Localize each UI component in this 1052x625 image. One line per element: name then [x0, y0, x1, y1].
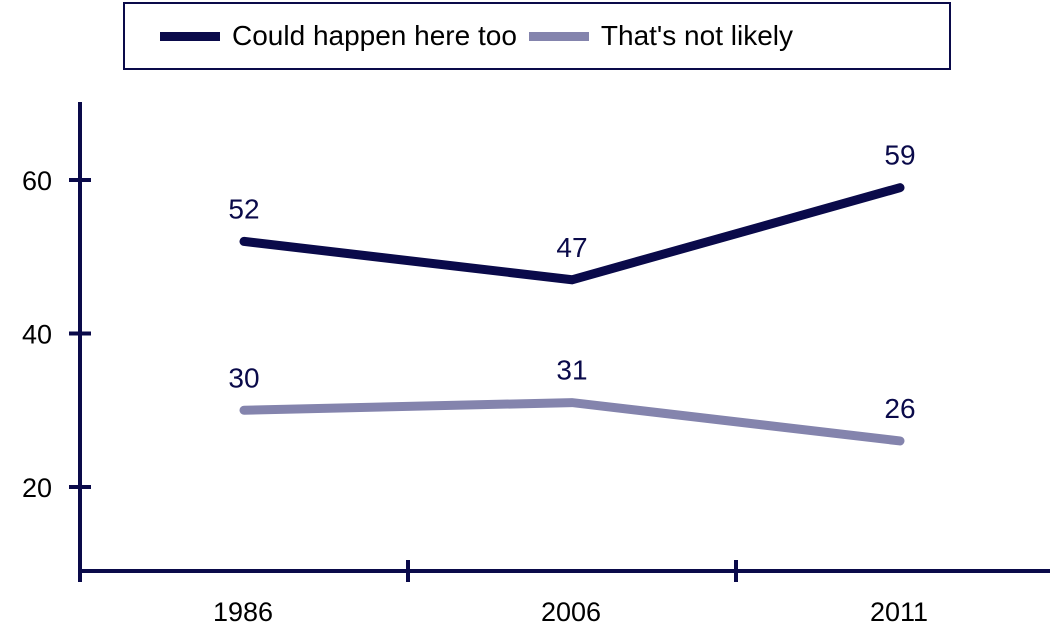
data-label-series-2-1986: 30	[228, 362, 259, 393]
legend-label-series-1: Could happen here too	[232, 20, 517, 51]
data-label-series-2-2006: 31	[556, 355, 587, 386]
x-tick-label-2011: 2011	[870, 597, 928, 625]
x-tick-label-2006: 2006	[541, 597, 601, 625]
legend-item-series-1: Could happen here too	[160, 20, 517, 52]
data-label-series-2-2011: 26	[884, 393, 915, 424]
y-tick-label-20: 20	[22, 473, 52, 503]
y-tick-label-40: 40	[22, 320, 52, 350]
data-label-series-1-2006: 47	[556, 232, 587, 263]
legend-item-series-2: That's not likely	[528, 20, 793, 52]
legend-swatch-series-1	[160, 31, 220, 41]
chart-legend: Could happen here too That's not likely	[123, 2, 951, 70]
x-tick-label-1986: 1986	[213, 597, 273, 625]
series-line-1	[239, 183, 905, 285]
data-label-series-1-1986: 52	[228, 193, 259, 224]
legend-label-series-2: That's not likely	[600, 20, 793, 51]
series-line-2	[239, 398, 905, 446]
legend-swatch-series-2	[528, 31, 589, 41]
y-tick-label-60: 60	[22, 166, 52, 196]
data-label-series-1-2011: 59	[884, 140, 915, 171]
